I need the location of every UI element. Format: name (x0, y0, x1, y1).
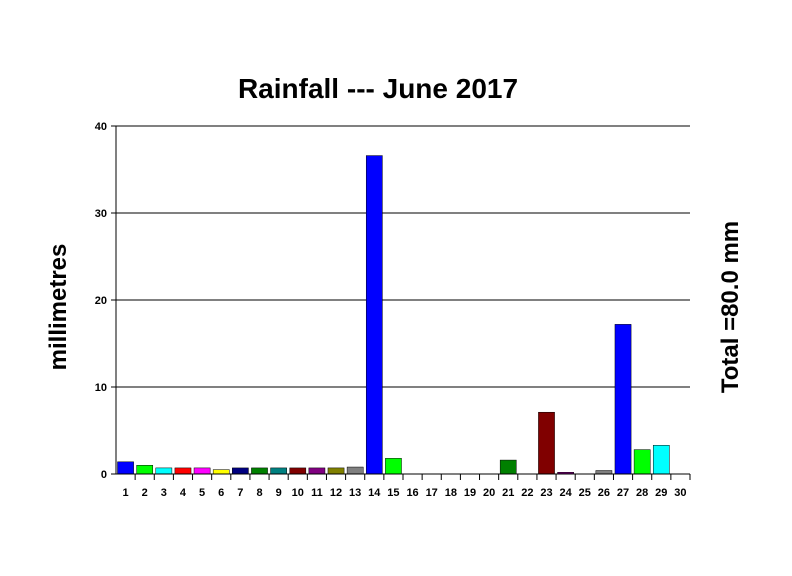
x-tick-label: 25 (579, 487, 591, 499)
bar-day-11 (308, 467, 326, 475)
x-tick-label: 2 (142, 487, 148, 499)
bar-day-3 (155, 467, 173, 475)
y-tick-label: 0 (101, 469, 107, 481)
x-tick-labels: 1 2 3 4 5 6 7 8 9 10 11 12 13 14 15 16 17 18 19 20 21 22 23 24 2… (123, 474, 691, 499)
x-tick-label: 1 (123, 487, 129, 499)
bar-day-6 (212, 469, 230, 475)
x-tick-label: 29 (655, 487, 667, 499)
x-tick-label: 24 (560, 487, 573, 499)
x-tick-label: 19 (464, 487, 476, 499)
bar-day-2 (136, 465, 154, 475)
bar-day-8 (251, 467, 268, 475)
x-tick-label: 30 (674, 487, 686, 499)
bar-day-10 (289, 467, 307, 475)
bar-day-13 (346, 466, 364, 475)
x-tick-label: 4 (180, 487, 187, 499)
x-tick-label: 13 (349, 487, 361, 499)
bar-day-29 (652, 445, 670, 475)
x-tick-label: 9 (276, 487, 282, 499)
x-tick-label: 27 (617, 487, 629, 499)
x-tick-label: 28 (636, 487, 648, 499)
x-tick-label: 8 (256, 487, 262, 499)
bar-day-9 (270, 467, 287, 475)
x-tick-label: 16 (406, 487, 418, 499)
x-tick-label: 21 (502, 487, 514, 499)
bar-day-15 (385, 458, 402, 475)
x-tick-label: 5 (199, 487, 205, 499)
total-annotation: Total =80.0 mm (717, 221, 744, 393)
x-tick-label: 12 (330, 487, 342, 499)
y-tick-label: 20 (95, 295, 107, 307)
x-tick-label: 26 (598, 487, 610, 499)
y-tick-label: 40 (95, 121, 107, 133)
x-tick-label: 10 (292, 487, 304, 499)
x-tick-label: 22 (521, 487, 533, 499)
x-tick-label: 23 (540, 487, 552, 499)
x-tick-label: 14 (368, 487, 381, 499)
bar-day-28 (633, 449, 651, 475)
bar-day-5 (193, 467, 211, 475)
bar-day-23 (538, 411, 555, 475)
x-tick-label: 6 (218, 487, 224, 499)
bar-day-1 (117, 461, 134, 475)
y-tick-label: 10 (95, 382, 107, 394)
x-tick-label: 15 (387, 487, 399, 499)
x-tick-label: 18 (445, 487, 457, 499)
y-axis-label: millimetres (45, 244, 72, 371)
bar-series (117, 155, 670, 475)
x-tick-label: 7 (237, 487, 243, 499)
y-tick-label: 30 (95, 208, 107, 220)
chart-title: Rainfall --- June 2017 (238, 73, 518, 104)
bar-day-7 (232, 467, 249, 475)
bar-day-12 (327, 467, 345, 475)
gridlines (111, 125, 690, 475)
bar-day-21 (499, 459, 517, 475)
bar-day-27 (614, 324, 632, 475)
x-tick-label: 20 (483, 487, 495, 499)
x-tick-label: 17 (426, 487, 438, 499)
bar-day-14 (365, 155, 383, 475)
bar-day-26 (595, 470, 613, 475)
x-tick-label: 11 (311, 487, 323, 499)
x-tick-label: 3 (161, 487, 167, 499)
bar-day-4 (174, 467, 192, 475)
y-tick-labels: 0 10 20 30 40 (95, 121, 107, 481)
